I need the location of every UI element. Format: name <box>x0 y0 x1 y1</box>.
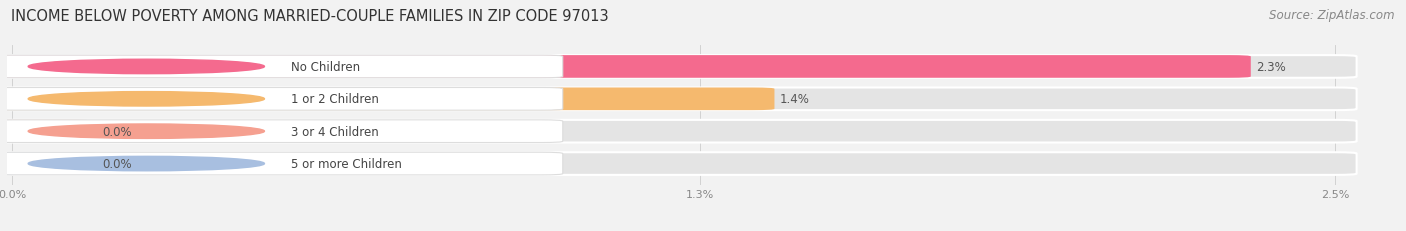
Text: 0.0%: 0.0% <box>103 157 132 170</box>
FancyBboxPatch shape <box>0 120 97 143</box>
FancyBboxPatch shape <box>0 56 562 79</box>
Circle shape <box>28 125 264 139</box>
FancyBboxPatch shape <box>0 152 562 175</box>
Text: 0.0%: 0.0% <box>103 125 132 138</box>
FancyBboxPatch shape <box>0 56 1357 79</box>
Circle shape <box>28 92 264 106</box>
FancyBboxPatch shape <box>0 120 562 143</box>
Text: Source: ZipAtlas.com: Source: ZipAtlas.com <box>1270 9 1395 22</box>
Text: 1 or 2 Children: 1 or 2 Children <box>291 93 378 106</box>
Circle shape <box>28 157 264 171</box>
FancyBboxPatch shape <box>0 120 1357 143</box>
FancyBboxPatch shape <box>0 88 775 111</box>
Text: INCOME BELOW POVERTY AMONG MARRIED-COUPLE FAMILIES IN ZIP CODE 97013: INCOME BELOW POVERTY AMONG MARRIED-COUPL… <box>11 9 609 24</box>
Text: 5 or more Children: 5 or more Children <box>291 157 402 170</box>
FancyBboxPatch shape <box>0 152 1357 175</box>
Text: 3 or 4 Children: 3 or 4 Children <box>291 125 378 138</box>
Text: 1.4%: 1.4% <box>780 93 810 106</box>
FancyBboxPatch shape <box>0 152 97 175</box>
FancyBboxPatch shape <box>0 88 1357 111</box>
Circle shape <box>28 60 264 74</box>
FancyBboxPatch shape <box>0 56 1251 79</box>
Text: 2.3%: 2.3% <box>1256 61 1286 74</box>
FancyBboxPatch shape <box>0 88 562 111</box>
Text: No Children: No Children <box>291 61 360 74</box>
